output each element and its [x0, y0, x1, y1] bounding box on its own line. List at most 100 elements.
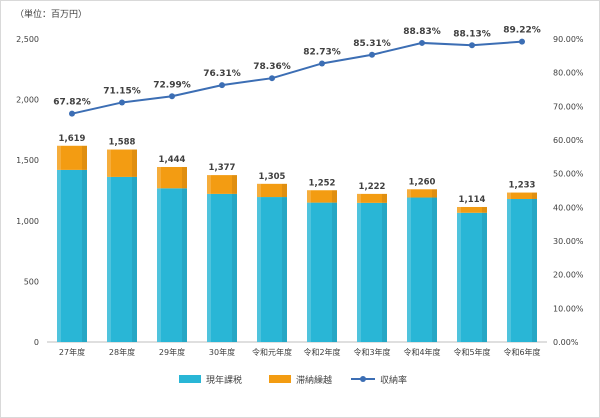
- bar-shade: [182, 166, 187, 189]
- y2-tick-label: 60.00%: [553, 136, 584, 145]
- x-tick-label: 令和5年度: [453, 347, 490, 357]
- collection-rate-point: [469, 42, 475, 49]
- bar-highlight: [407, 197, 411, 342]
- bar-highlight: [307, 190, 311, 203]
- total-data-label: 1,444: [159, 155, 186, 165]
- collection-rate-point: [219, 82, 225, 89]
- bar-highlight: [407, 189, 411, 198]
- x-tick-label: 令和4年度: [403, 347, 440, 357]
- bar-highlight: [107, 149, 111, 177]
- y2-tick-label: 20.00%: [553, 271, 584, 280]
- total-data-label: 1,619: [59, 134, 86, 144]
- bar-arrears: [407, 189, 437, 198]
- bar-shade: [332, 202, 337, 342]
- y2-tick-label: 90.00%: [553, 35, 584, 44]
- bar-shade: [532, 198, 537, 342]
- bar-highlight: [107, 176, 111, 342]
- bar-highlight: [307, 202, 311, 342]
- y-tick-label: 1,500: [16, 156, 39, 165]
- bar-highlight: [257, 197, 261, 342]
- bar-shade: [482, 212, 487, 342]
- total-data-label: 1,252: [309, 178, 336, 188]
- bar-current-tax: [407, 197, 437, 342]
- bar-shade: [282, 197, 287, 342]
- y-tick-label: 2,000: [16, 96, 39, 105]
- collection-rate-point: [169, 93, 175, 100]
- unit-note: （単位：百万円）: [15, 10, 88, 20]
- y2-tick-label: 70.00%: [553, 102, 584, 111]
- y2-tick-label: 50.00%: [553, 170, 584, 179]
- bar-shade: [182, 188, 187, 342]
- bar-highlight: [157, 166, 161, 189]
- bar-shade: [132, 176, 137, 342]
- y2-tick-label: 10.00%: [553, 304, 584, 313]
- collection-rate-point: [319, 60, 325, 67]
- bar-arrears: [157, 166, 187, 189]
- bar-arrears: [107, 149, 137, 177]
- bar-highlight: [457, 212, 461, 342]
- bar-arrears: [257, 183, 287, 198]
- collection-rate-label: 78.36%: [253, 62, 291, 72]
- collection-rate-point: [369, 51, 375, 58]
- bar-current-tax: [207, 193, 237, 342]
- total-data-label: 1,222: [359, 182, 386, 192]
- collection-rate-point: [519, 38, 525, 45]
- bar-shade: [432, 189, 437, 198]
- bar-highlight: [207, 193, 211, 342]
- bar-arrears: [57, 145, 87, 170]
- bar-highlight: [57, 169, 61, 342]
- total-data-label: 1,233: [509, 181, 536, 191]
- bar-highlight: [357, 193, 361, 203]
- y2-tick-label: 30.00%: [553, 237, 584, 246]
- collection-rate-label: 72.99%: [153, 80, 191, 90]
- bar-shade: [232, 193, 237, 342]
- collection-rate-line: [71, 40, 523, 115]
- y-tick-label: 2,500: [16, 35, 39, 44]
- collection-rate-label: 85.31%: [353, 39, 391, 49]
- bar-highlight: [507, 192, 511, 199]
- total-data-label: 1,114: [459, 195, 486, 205]
- x-tick-label: 27年度: [59, 347, 85, 357]
- bar-arrears: [307, 190, 337, 203]
- bar-current-tax: [357, 202, 387, 342]
- total-data-label: 1,260: [409, 177, 436, 187]
- legend-collection-rate-marker: [360, 376, 366, 382]
- bar-shade: [532, 192, 537, 199]
- x-tick-label: 29年度: [159, 347, 185, 357]
- legend-current-tax-label: 現年課税: [206, 374, 242, 386]
- collection-rate-point: [269, 75, 275, 82]
- collection-rate-label: 88.83%: [403, 27, 441, 37]
- bar-shade: [432, 197, 437, 342]
- collection-rate-label: 71.15%: [103, 86, 141, 96]
- bar-highlight: [457, 206, 461, 213]
- collection-rate-label: 82.73%: [303, 47, 341, 57]
- bar-arrears: [507, 192, 537, 199]
- bar-current-tax: [157, 188, 187, 342]
- legend-arrears-label: 滞納繰越: [296, 374, 332, 386]
- bar-arrears: [457, 206, 487, 213]
- legend-collection-rate-label: 収納率: [380, 374, 407, 386]
- y2-tick-label: 0.00%: [553, 338, 579, 347]
- y2-tick-label: 40.00%: [553, 203, 584, 212]
- bar-shade: [232, 175, 237, 194]
- bar-highlight: [57, 145, 61, 170]
- x-tick-label: 令和2年度: [303, 347, 340, 357]
- collection-rate-label: 76.31%: [203, 69, 241, 79]
- collection-rate-point: [69, 110, 75, 117]
- x-tick-label: 令和3年度: [353, 347, 390, 357]
- total-data-label: 1,305: [259, 172, 286, 182]
- bar-shade: [382, 202, 387, 342]
- collection-rate-point: [119, 99, 125, 106]
- bar-shade: [82, 169, 87, 342]
- bar-highlight: [257, 183, 261, 198]
- bar-current-tax: [507, 198, 537, 342]
- collection-rate-point: [419, 39, 425, 46]
- bar-current-tax: [107, 176, 137, 342]
- y-tick-label: 500: [24, 277, 39, 286]
- y-tick-label: 1,000: [16, 217, 39, 226]
- collection-rate-label: 88.13%: [453, 29, 491, 39]
- bar-shade: [332, 190, 337, 203]
- bar-arrears: [357, 193, 387, 203]
